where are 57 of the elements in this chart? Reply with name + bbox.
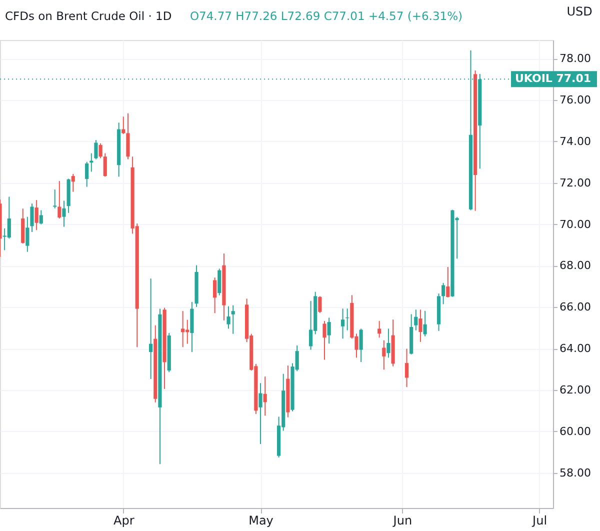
candlestick bbox=[218, 268, 222, 296]
y-tick-label: 66.00 bbox=[560, 300, 591, 314]
candlestick bbox=[94, 140, 98, 160]
candlestick bbox=[340, 308, 345, 340]
chart-title: CFDs on Brent Crude Oil · 1D bbox=[5, 9, 172, 23]
y-tick-label: 70.00 bbox=[560, 218, 591, 231]
candlestick bbox=[386, 328, 390, 358]
text: O74.77 H77.26 L72.69 C77.01 +4.57 (+6.31%) bbox=[190, 9, 462, 23]
y-axis-title: USD bbox=[566, 4, 592, 18]
ref-line-label: UKOIL 77.01 bbox=[515, 72, 592, 86]
x-tick-label: Apr bbox=[114, 514, 134, 528]
candlestick bbox=[98, 142, 102, 159]
candlestick bbox=[53, 189, 57, 209]
candlestick bbox=[90, 152, 94, 172]
candlestick bbox=[382, 340, 386, 370]
y-tick-label: 62.00 bbox=[560, 383, 591, 396]
y-tick-label: 58.00 bbox=[560, 466, 591, 480]
candlestick bbox=[418, 309, 422, 342]
candlestick bbox=[258, 382, 262, 445]
candlestick bbox=[414, 309, 418, 331]
candlestick bbox=[149, 278, 153, 380]
candlestick bbox=[7, 196, 11, 240]
candlestick bbox=[181, 310, 185, 348]
y-tick-label: 64.00 bbox=[560, 342, 591, 356]
candlestick bbox=[231, 304, 235, 334]
x-tick-label: Jul bbox=[532, 514, 548, 528]
candlestick bbox=[318, 296, 322, 314]
x-tick-label: May bbox=[248, 514, 274, 528]
candlestick bbox=[308, 300, 313, 350]
y-tick-label: 74.00 bbox=[560, 134, 591, 148]
candlestick bbox=[39, 210, 43, 225]
y-tick-label: 60.00 bbox=[560, 424, 591, 438]
candlestick bbox=[71, 173, 75, 192]
y-tick-label: 76.00 bbox=[560, 94, 591, 107]
candlestick bbox=[30, 203, 34, 232]
candlestick bbox=[327, 317, 331, 344]
candlestick bbox=[126, 112, 130, 160]
candlestick bbox=[58, 180, 62, 220]
candlestick bbox=[263, 376, 267, 416]
x-tick-label: Jun bbox=[392, 514, 412, 528]
candlestick bbox=[26, 216, 30, 252]
y-tick-label: 72.00 bbox=[560, 176, 591, 190]
candlestick bbox=[62, 200, 66, 228]
candlestick bbox=[226, 306, 230, 330]
y-tick-label: 68.00 bbox=[560, 259, 591, 272]
candlestick bbox=[34, 200, 38, 231]
y-tick-label: 78.00 bbox=[560, 52, 591, 66]
candlestick bbox=[404, 348, 409, 388]
candlestick bbox=[446, 266, 450, 298]
candlestick bbox=[85, 161, 89, 188]
candlestick bbox=[423, 310, 427, 337]
candlestick bbox=[213, 277, 217, 314]
candlestick bbox=[442, 282, 446, 305]
candlestick bbox=[378, 320, 382, 338]
candlestick bbox=[322, 320, 326, 360]
candlestick bbox=[103, 152, 107, 178]
candlestick bbox=[359, 328, 363, 363]
